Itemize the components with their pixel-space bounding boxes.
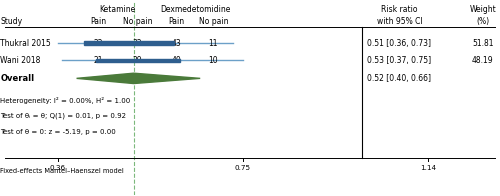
Text: 40: 40 (172, 56, 182, 65)
Text: No pain: No pain (122, 16, 152, 25)
Text: Wani 2018: Wani 2018 (0, 56, 40, 65)
Text: Study: Study (0, 16, 22, 25)
Text: Ketamine: Ketamine (99, 5, 135, 14)
Text: Heterogeneity: I² = 0.00%, H² = 1.00: Heterogeneity: I² = 0.00%, H² = 1.00 (0, 97, 130, 104)
Text: Dexmedetomidine: Dexmedetomidine (160, 5, 230, 14)
Text: Risk ratio: Risk ratio (381, 5, 418, 14)
Text: 10: 10 (208, 56, 218, 65)
Text: Test of θᵢ = θ; Q(1) = 0.01, p = 0.92: Test of θᵢ = θ; Q(1) = 0.01, p = 0.92 (0, 113, 126, 119)
Text: Weight: Weight (470, 5, 496, 14)
Text: Fixed-effects Mantel–Haenszel model: Fixed-effects Mantel–Haenszel model (0, 168, 124, 174)
Text: 32: 32 (132, 39, 142, 47)
Text: 0.36: 0.36 (50, 165, 66, 171)
Text: Pain: Pain (168, 16, 184, 25)
Bar (96, 59, 180, 62)
Text: 0.75: 0.75 (235, 165, 251, 171)
Bar (84, 41, 174, 45)
Text: 22: 22 (94, 39, 103, 47)
Text: Overall: Overall (0, 74, 34, 83)
Text: 51.81: 51.81 (472, 39, 494, 47)
Text: 1.14: 1.14 (420, 165, 436, 171)
Text: Thukral 2015: Thukral 2015 (0, 39, 51, 47)
Text: Test of θ = 0: z = -5.19, p = 0.00: Test of θ = 0: z = -5.19, p = 0.00 (0, 129, 116, 135)
Text: 0.51 [0.36, 0.73]: 0.51 [0.36, 0.73] (368, 39, 432, 47)
Text: 11: 11 (208, 39, 218, 47)
Text: 29: 29 (132, 56, 142, 65)
Text: 21: 21 (94, 56, 103, 65)
Text: 43: 43 (172, 39, 182, 47)
Text: with 95% CI: with 95% CI (376, 16, 422, 25)
Text: 0.53 [0.37, 0.75]: 0.53 [0.37, 0.75] (368, 56, 432, 65)
Polygon shape (76, 73, 200, 83)
Text: 48.19: 48.19 (472, 56, 494, 65)
Text: No pain: No pain (198, 16, 228, 25)
Text: Pain: Pain (90, 16, 106, 25)
Text: 0.52 [0.40, 0.66]: 0.52 [0.40, 0.66] (368, 74, 432, 83)
Text: (%): (%) (476, 16, 489, 25)
